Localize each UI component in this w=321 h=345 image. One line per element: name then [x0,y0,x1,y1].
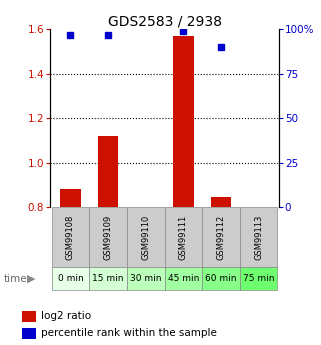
Bar [22,328,36,339]
Text: GSM99111: GSM99111 [179,215,188,260]
Bar [173,36,194,207]
Text: GSM99112: GSM99112 [216,215,225,260]
Text: GSM99113: GSM99113 [254,215,263,260]
Bar [52,267,89,290]
Bar [240,267,277,290]
Bar [89,207,127,267]
Text: GSM99108: GSM99108 [66,215,75,260]
Text: 45 min: 45 min [168,274,199,283]
Text: time: time [3,274,27,284]
Bar [89,267,127,290]
Text: log2 ratio: log2 ratio [41,311,91,321]
Text: GSM99109: GSM99109 [104,215,113,260]
Bar [60,189,81,207]
Bar [164,207,202,267]
Bar [127,207,164,267]
Bar [22,310,36,322]
Bar [52,207,89,267]
Text: percentile rank within the sample: percentile rank within the sample [41,328,217,338]
Bar [98,136,118,207]
Bar [164,267,202,290]
Title: GDS2583 / 2938: GDS2583 / 2938 [108,14,221,28]
Text: 75 min: 75 min [243,274,274,283]
Bar [127,267,164,290]
Bar [202,267,240,290]
Bar [202,207,240,267]
Text: 60 min: 60 min [205,274,237,283]
Text: GSM99110: GSM99110 [141,215,150,260]
Bar [211,197,231,207]
Text: 15 min: 15 min [92,274,124,283]
Text: 0 min: 0 min [57,274,83,283]
Text: ▶: ▶ [27,274,35,284]
Text: 30 min: 30 min [130,274,161,283]
Bar [240,207,277,267]
